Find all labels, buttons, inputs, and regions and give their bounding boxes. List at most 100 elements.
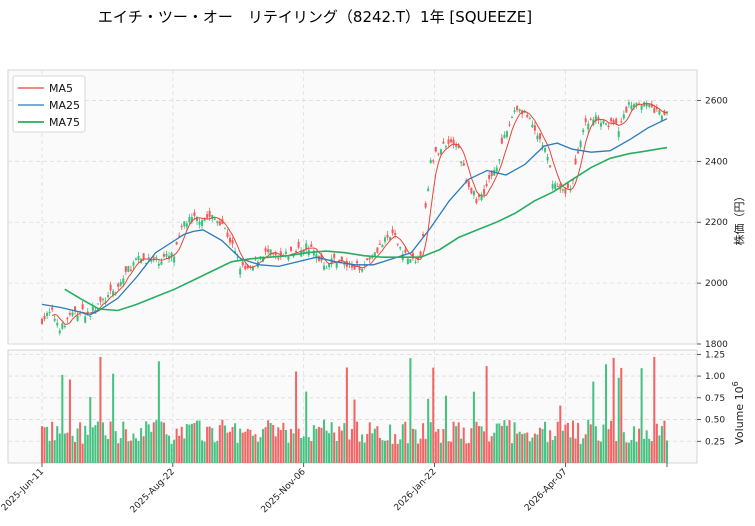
volume-bar xyxy=(236,442,239,463)
volume-bar xyxy=(437,429,440,463)
candle-body xyxy=(203,217,206,222)
volume-bar xyxy=(378,437,381,463)
candle-body xyxy=(61,323,64,329)
candle-body xyxy=(160,261,163,265)
candle-body xyxy=(439,149,442,154)
candle-body xyxy=(353,266,356,270)
volume-axis-label: Volume 106 xyxy=(731,381,746,445)
candle-body xyxy=(221,219,224,225)
volume-bar xyxy=(259,437,262,463)
candle-body xyxy=(470,187,473,194)
candle-body xyxy=(371,257,374,259)
candle-body xyxy=(566,183,569,188)
candle-body xyxy=(168,255,171,260)
candle-body xyxy=(391,229,394,234)
candle-body xyxy=(96,303,99,305)
volume-bar xyxy=(348,439,351,463)
volume-bar xyxy=(356,421,359,463)
candle-body xyxy=(597,117,600,121)
candle-body xyxy=(523,112,526,114)
candle-body xyxy=(599,122,602,127)
volume-bar xyxy=(114,431,117,463)
volume-bar xyxy=(361,434,364,463)
volume-bar xyxy=(320,427,323,463)
volume-bar xyxy=(216,440,219,463)
volume-bar xyxy=(564,424,567,463)
volume-bar xyxy=(76,428,79,463)
volume-bar xyxy=(221,419,224,463)
candle-body xyxy=(480,194,483,200)
candle-body xyxy=(427,188,430,192)
candle-body xyxy=(589,118,592,120)
candle-body xyxy=(213,218,216,220)
candle-body xyxy=(640,104,643,110)
candle-body xyxy=(134,258,138,260)
volume-bar xyxy=(322,419,326,463)
volume-bar xyxy=(665,440,669,463)
candle-body xyxy=(259,256,262,258)
candle-body xyxy=(185,223,188,227)
candle-body xyxy=(236,256,239,258)
volume-bar xyxy=(523,433,526,463)
volume-bar xyxy=(129,440,132,463)
volume-bar xyxy=(465,443,468,463)
volume-bar xyxy=(414,429,417,463)
volume-bar xyxy=(269,423,272,463)
candle-body xyxy=(350,264,353,268)
volume-bar xyxy=(325,430,328,463)
candle-body xyxy=(615,118,618,124)
volume-bar xyxy=(183,438,186,463)
candle-body xyxy=(315,254,318,259)
volume-bar xyxy=(201,440,204,463)
volume-bar xyxy=(89,397,92,463)
volume-bar xyxy=(226,432,229,463)
volume-bar xyxy=(267,420,270,463)
volume-bar xyxy=(556,421,559,463)
volume-tick-label: 0.50 xyxy=(705,416,725,426)
candle-body xyxy=(584,118,587,122)
candle-body xyxy=(46,312,49,317)
volume-tick-label: 0.25 xyxy=(705,437,725,447)
legend: MA5 MA25 MA75 xyxy=(12,75,86,133)
candle-body xyxy=(152,257,155,260)
volume-bar xyxy=(312,425,315,463)
volume-bar xyxy=(630,439,633,463)
volume-bar xyxy=(56,426,59,463)
volume-bar xyxy=(480,426,483,463)
candle-body xyxy=(577,151,580,154)
candle-body xyxy=(216,221,219,224)
candle-body xyxy=(533,125,536,131)
volume-bar xyxy=(538,427,541,463)
volume-bar xyxy=(150,431,153,463)
volume-bar xyxy=(287,442,290,463)
price-panel-bg xyxy=(7,69,698,345)
volume-bar xyxy=(640,368,643,463)
candle-body xyxy=(127,266,130,272)
candle-body xyxy=(394,232,397,235)
volume-bar xyxy=(147,424,150,463)
candle-body xyxy=(68,312,71,315)
volume-bar xyxy=(597,440,600,463)
volume-bar xyxy=(178,435,181,463)
volume-bar xyxy=(185,424,188,463)
candle-body xyxy=(150,259,153,262)
volume-bar xyxy=(162,422,165,463)
volume-bar xyxy=(620,367,623,463)
volume-bar xyxy=(417,443,420,463)
volume-bar xyxy=(58,433,61,463)
volume-bar xyxy=(127,441,130,463)
volume-bar xyxy=(635,441,638,463)
candle-body xyxy=(511,116,514,118)
volume-bar xyxy=(584,434,587,463)
volume-bar xyxy=(396,443,399,463)
candle-body xyxy=(658,110,661,115)
volume-bar xyxy=(193,422,196,463)
volume-tick-label: 1.00 xyxy=(705,372,725,382)
volume-bar xyxy=(328,433,331,463)
volume-bar xyxy=(427,398,430,463)
volume-bar xyxy=(526,432,529,463)
candle-body xyxy=(122,278,125,284)
volume-bar xyxy=(638,428,641,463)
candle-body xyxy=(429,160,432,164)
